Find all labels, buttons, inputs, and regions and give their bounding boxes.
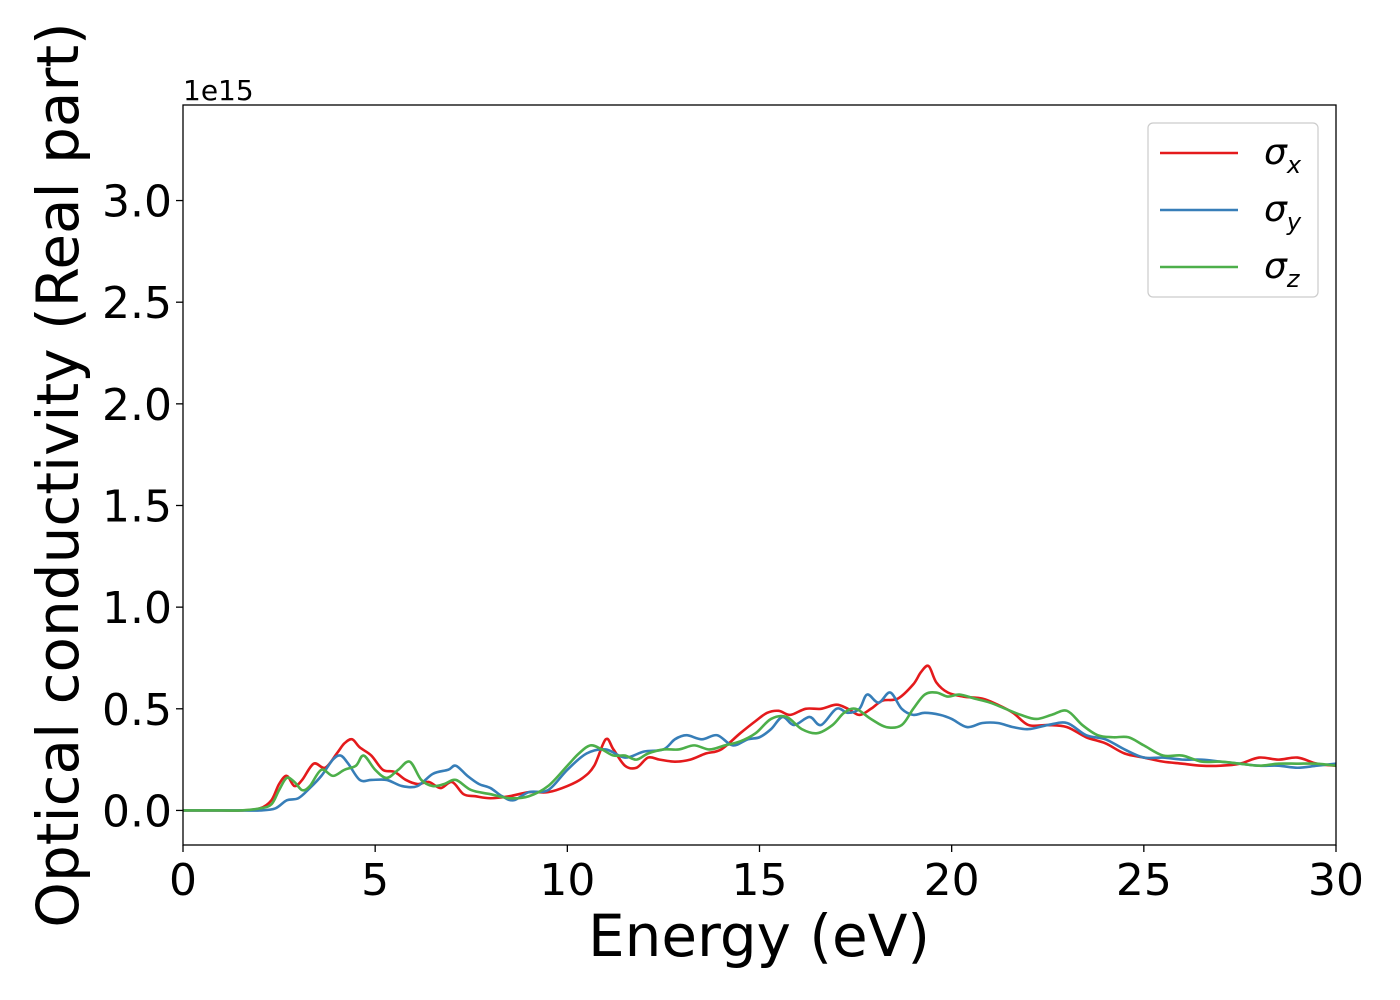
y-axis: 0.0 0.5 1.0 1.5 2.0 2.5 3.0 [102, 177, 183, 837]
y-tick-label: 0.0 [102, 786, 172, 837]
x-tick-label: 30 [1308, 855, 1364, 906]
x-tick-label: 5 [361, 855, 389, 906]
legend-label-y: σy [1264, 189, 1302, 236]
y-tick-label: 1.0 [102, 583, 172, 634]
series-line-x [183, 664, 1336, 812]
x-axis: 0 5 10 15 20 25 30 [169, 845, 1364, 906]
y-tick-label: 2.0 [102, 380, 172, 431]
legend-label-x: σx [1264, 132, 1302, 179]
x-tick-label: 0 [169, 855, 197, 906]
y-tick-label: 1.5 [102, 481, 172, 532]
x-tick-label: 10 [539, 855, 595, 906]
y-tick-label: 2.5 [102, 278, 172, 329]
x-tick-label: 25 [1116, 855, 1172, 906]
legend: σx σy σz [1147, 122, 1319, 298]
legend-label-z: σz [1264, 246, 1301, 293]
x-axis-title: Energy (eV) [588, 902, 930, 970]
y-tick-label: 3.0 [102, 177, 172, 228]
x-tick-label: 20 [924, 855, 980, 906]
y-axis-title: Optical conductivity (Real part) [24, 22, 92, 927]
series-lines [183, 664, 1336, 812]
y-tick-label: 0.5 [102, 685, 172, 736]
series-line-z [183, 691, 1336, 812]
x-tick-label: 15 [732, 855, 788, 906]
y-offset-text: 1e15 [183, 74, 254, 107]
